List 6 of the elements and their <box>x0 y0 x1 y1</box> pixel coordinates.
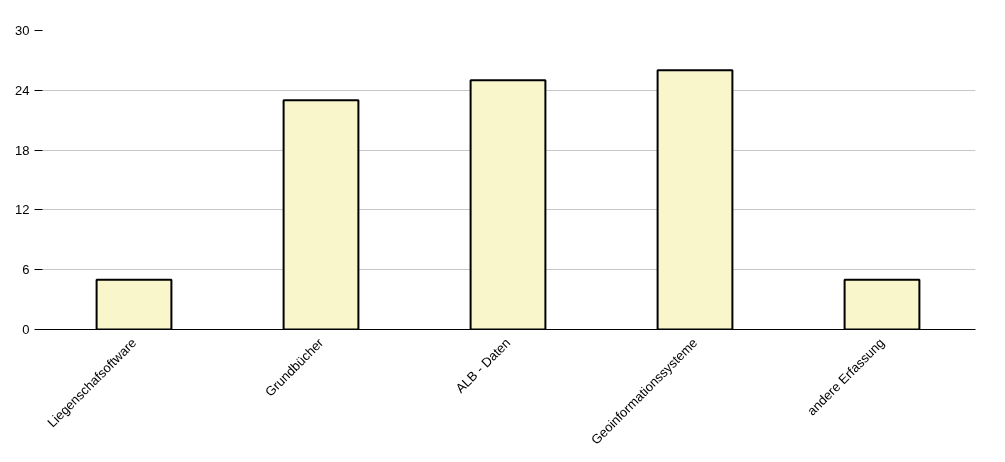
y-tick-label: 0 <box>22 322 30 337</box>
y-tick-label: 12 <box>15 202 30 218</box>
y-tick-label: 6 <box>22 262 30 278</box>
y-tick-label: 30 <box>15 23 30 38</box>
y-tick-label: 24 <box>15 82 30 98</box>
y-tick-label: 18 <box>15 142 30 158</box>
